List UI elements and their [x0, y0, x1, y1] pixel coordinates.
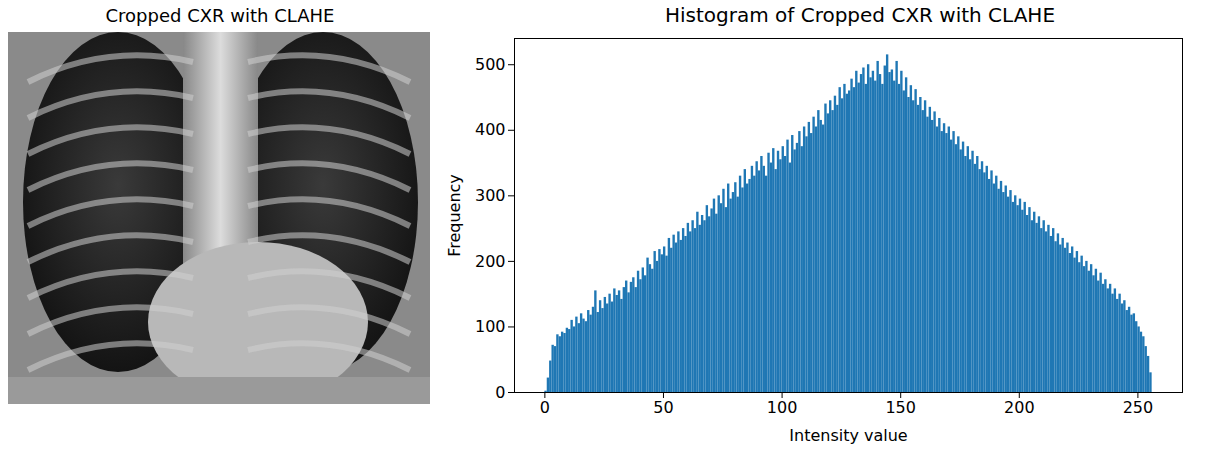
svg-text:Frequency: Frequency — [445, 174, 464, 257]
svg-text:0: 0 — [540, 398, 550, 417]
svg-text:50: 50 — [653, 398, 673, 417]
svg-text:500: 500 — [475, 55, 506, 74]
svg-text:150: 150 — [885, 398, 916, 417]
svg-text:100: 100 — [767, 398, 798, 417]
svg-text:200: 200 — [1004, 398, 1035, 417]
svg-text:400: 400 — [475, 120, 506, 139]
svg-text:300: 300 — [475, 186, 506, 205]
svg-text:250: 250 — [1123, 398, 1154, 417]
svg-text:200: 200 — [475, 252, 506, 271]
svg-text:0: 0 — [495, 383, 505, 402]
svg-text:100: 100 — [475, 317, 506, 336]
svg-text:Intensity value: Intensity value — [789, 426, 907, 445]
html-text:Cropped CXR with CLAHE: Cropped CXR with CLAHE — [105, 5, 335, 26]
html-text:Histogram of Cropped CXR with: Histogram of Cropped CXR with CLAHE — [664, 3, 1055, 27]
